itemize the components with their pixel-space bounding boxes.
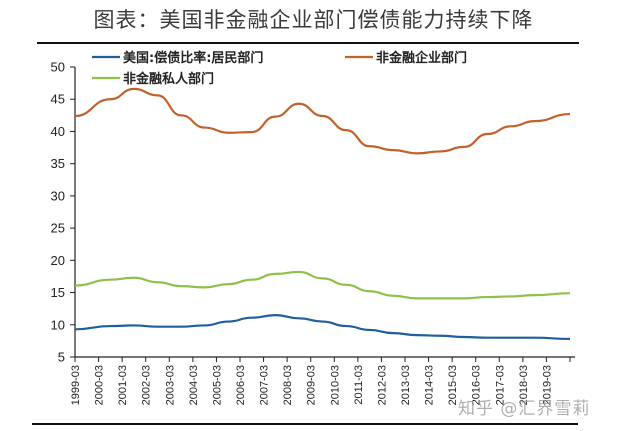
x-tick-label: 2001-03	[117, 365, 129, 405]
x-tick-label: 2007-03	[259, 365, 271, 405]
y-tick-label: 30	[51, 188, 65, 203]
x-tick-label: 2008-03	[282, 365, 294, 405]
legend-label: 美国:偿债比率:居民部门	[123, 50, 263, 66]
x-tick-label: 2006-03	[235, 365, 247, 405]
y-tick-label: 45	[51, 92, 65, 107]
x-tick-label: 2017-03	[494, 365, 506, 405]
x-tick-label: 2016-03	[471, 365, 483, 405]
y-tick-label: 20	[51, 253, 65, 268]
series-line-0	[74, 314, 571, 341]
watermark: 知乎 @汇界雪莉	[458, 399, 591, 419]
x-tick-label: 2010-03	[329, 365, 341, 405]
x-tick-label: 2014-03	[424, 365, 436, 405]
chart-axes: 5 10 15 20 25 30 35 40 45 50 1999-03 2000-03 2001-03…	[51, 60, 575, 405]
x-tick-label: 2000-03	[94, 365, 106, 405]
y-tick-label: 25	[51, 221, 65, 236]
y-tick-label: 50	[51, 60, 65, 75]
chart-title: 图表：美国非金融企业部门偿债能力持续下降	[93, 8, 534, 32]
x-tick-label: 2004-03	[188, 365, 200, 405]
y-tick-label: 35	[51, 156, 65, 171]
series-line-1	[74, 87, 571, 155]
legend-label: 非金融私人部门	[123, 71, 214, 87]
y-tick-label: 5	[58, 350, 65, 365]
series-line-2	[74, 270, 571, 300]
x-tick-label: 1999-03	[70, 365, 82, 405]
x-tick-label: 2009-03	[306, 365, 318, 405]
x-tick-label: 2011-03	[353, 365, 365, 405]
x-tick-label: 2019-03	[541, 365, 553, 405]
x-tick-label: 2012-03	[376, 365, 388, 405]
y-tick-label: 40	[51, 124, 65, 139]
bottom-rule-divider	[32, 423, 578, 425]
x-tick-label: 2002-03	[141, 365, 153, 405]
x-tick-label: 2013-03	[400, 365, 412, 405]
y-tick-label: 10	[51, 317, 65, 332]
top-rule-divider	[37, 42, 579, 44]
legend-label: 非金融企业部门	[376, 50, 467, 66]
x-tick-label: 2018-03	[518, 365, 530, 405]
x-tick-label: 2005-03	[211, 365, 223, 405]
chart-series	[74, 87, 571, 341]
y-tick-label: 15	[51, 285, 65, 300]
x-tick-label: 2003-03	[164, 365, 176, 405]
x-tick-label: 2015-03	[447, 365, 459, 405]
